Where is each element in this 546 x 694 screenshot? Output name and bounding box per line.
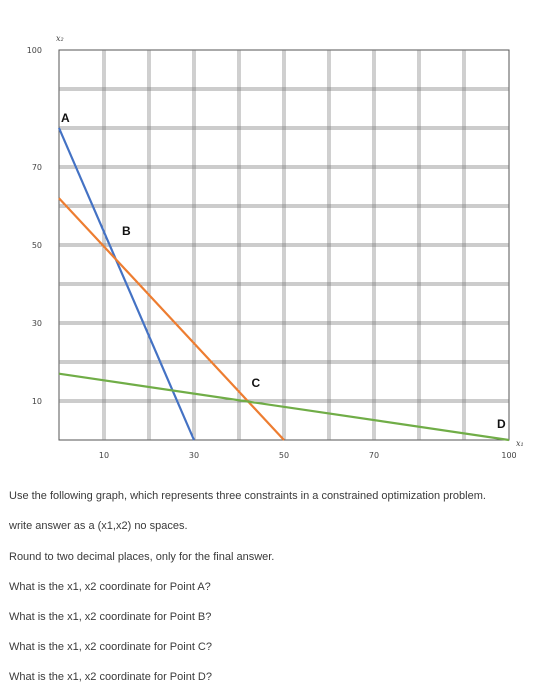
y-axis-label: x₂ [56, 34, 64, 43]
question-point-c: What is the x1, x2 coordinate for Point … [9, 641, 212, 653]
chart-grid [58, 49, 510, 441]
chart-ticks-group: 10 30 50 70 100 10 30 50 70 100 [27, 46, 517, 460]
question-intro: Use the following graph, which represent… [9, 490, 486, 502]
x-tick-label: 50 [279, 451, 289, 460]
point-label-d: D [497, 417, 506, 431]
point-label-b: B [122, 224, 131, 238]
y-tick-label: 50 [32, 241, 42, 250]
x-tick-label: 10 [99, 451, 109, 460]
constraint-chart: 10 30 50 70 100 10 30 50 70 100 A B C D x₂ x₁ [27, 34, 524, 460]
y-tick-label: 100 [27, 46, 42, 55]
plot-frame [58, 49, 510, 441]
chart-points-group: A B C D [61, 111, 506, 431]
constraint-line-2 [58, 197, 285, 441]
constraint-line-3 [58, 372, 510, 442]
x-tick-label: 100 [501, 451, 516, 460]
point-label-a: A [61, 111, 70, 125]
answer-format-note: write answer as a (x1,x2) no spaces. [9, 520, 188, 532]
point-label-c: C [252, 376, 261, 390]
rounding-note: Round to two decimal places, only for th… [9, 551, 275, 563]
y-tick-label: 30 [32, 319, 42, 328]
y-tick-label: 10 [32, 397, 42, 406]
x-axis-label: x₁ [516, 439, 524, 448]
question-point-b: What is the x1, x2 coordinate for Point … [9, 611, 212, 623]
y-tick-label: 70 [32, 163, 42, 172]
constraint-line-1 [57, 127, 196, 441]
chart-series-group [57, 127, 510, 442]
question-point-d: What is the x1, x2 coordinate for Point … [9, 671, 212, 683]
x-tick-label: 30 [189, 451, 199, 460]
x-tick-label: 70 [369, 451, 379, 460]
question-point-a: What is the x1, x2 coordinate for Point … [9, 581, 211, 593]
